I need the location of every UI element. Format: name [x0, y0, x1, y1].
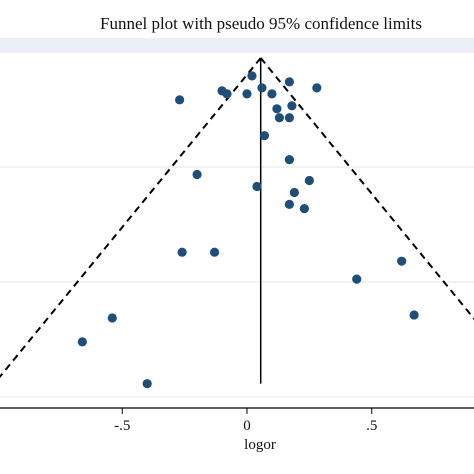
data-point — [284, 199, 294, 210]
data-point — [312, 83, 322, 93]
data-point — [267, 89, 277, 99]
data-point — [209, 247, 220, 257]
data-point — [352, 274, 362, 284]
data-point — [284, 77, 294, 87]
data-point — [252, 181, 262, 192]
data-point — [177, 247, 187, 257]
data-point — [222, 89, 232, 99]
chart-title: Funnel plot with pseudo 95% confidence l… — [99, 14, 422, 33]
upper-confidence-limit — [259, 57, 474, 321]
confidence-limits — [0, 57, 474, 384]
title-band — [0, 38, 474, 52]
data-point — [289, 187, 299, 198]
lower-confidence-limit — [0, 57, 262, 379]
data-point — [409, 310, 419, 320]
data-point — [175, 95, 185, 105]
data-point — [242, 89, 252, 99]
data-point — [107, 313, 117, 323]
x-axis-label: logor — [244, 437, 276, 453]
x-tick-label: .5 — [366, 418, 377, 434]
data-point — [77, 337, 87, 347]
data-point — [284, 154, 294, 165]
data-point — [287, 101, 297, 111]
data-point — [142, 379, 152, 389]
data-point — [274, 113, 285, 123]
x-axis: -.5 0 .5 — [0, 407, 474, 434]
data-point — [247, 71, 257, 81]
data-point — [192, 169, 202, 180]
data-point — [299, 203, 309, 214]
data-point — [304, 175, 314, 186]
x-tick-label: -.5 — [114, 418, 130, 434]
data-point — [257, 83, 267, 93]
x-tick-label: 0 — [243, 418, 251, 434]
data-point — [272, 104, 282, 114]
data-points — [77, 71, 419, 389]
data-point — [284, 113, 294, 123]
grid-lines — [0, 38, 474, 398]
data-point — [259, 131, 270, 141]
data-point — [397, 256, 407, 266]
